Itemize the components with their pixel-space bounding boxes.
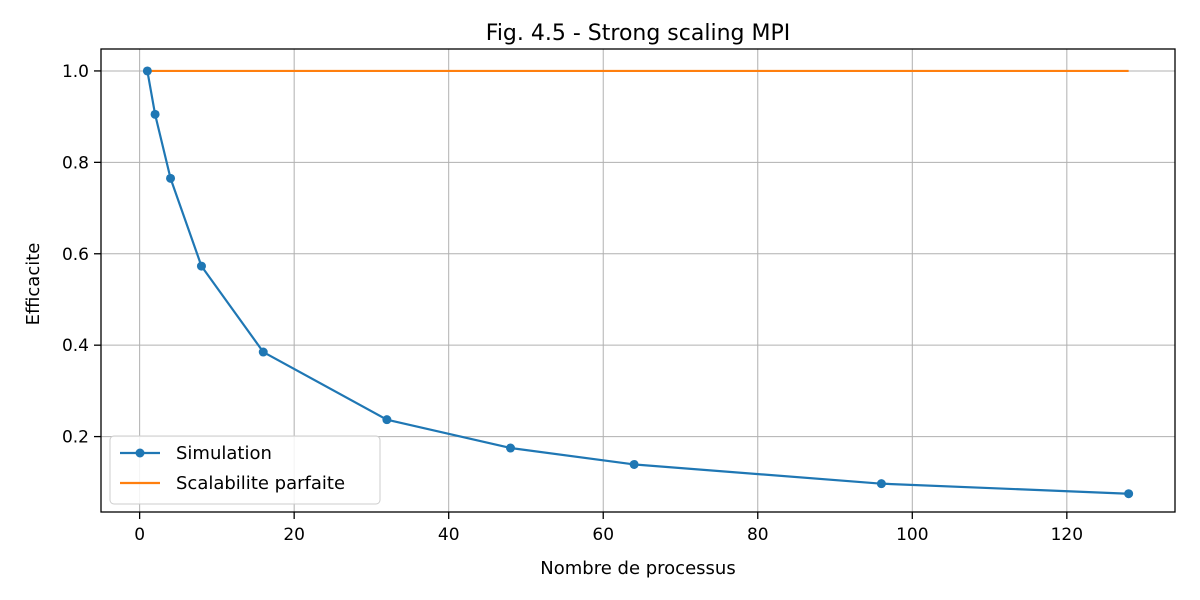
y-axis-label: Efficacite [23,243,44,326]
y-tick-label: 0.4 [62,336,89,356]
x-tick-label: 0 [134,525,145,545]
x-tick-label: 80 [747,525,769,545]
x-tick-label: 20 [283,525,305,545]
x-tick-label: 40 [438,525,460,545]
chart-title: Fig. 4.5 - Strong scaling MPI [486,21,790,46]
legend-simulation-label: Simulation [176,443,272,464]
data-point-simulation [506,444,515,453]
data-point-simulation [151,110,160,119]
legend: Simulation Scalabilite parfaite [110,436,380,504]
x-tick-label: 60 [592,525,614,545]
y-tick-label: 0.2 [62,428,89,448]
data-point-simulation [1124,489,1133,498]
x-tick-label: 120 [1051,525,1083,545]
legend-perfect-label: Scalabilite parfaite [176,473,345,494]
legend-simulation-marker [136,449,145,458]
data-point-simulation [259,348,268,357]
data-point-simulation [630,460,639,469]
data-point-simulation [166,174,175,183]
x-axis-label: Nombre de processus [540,558,735,579]
data-point-simulation [143,66,152,75]
y-tick-label: 0.8 [62,153,89,173]
data-point-simulation [197,262,206,271]
data-point-simulation [382,415,391,424]
y-tick-label: 0.6 [62,245,89,265]
y-tick-label: 1.0 [62,62,89,82]
data-point-simulation [877,479,886,488]
x-tick-label: 100 [896,525,928,545]
